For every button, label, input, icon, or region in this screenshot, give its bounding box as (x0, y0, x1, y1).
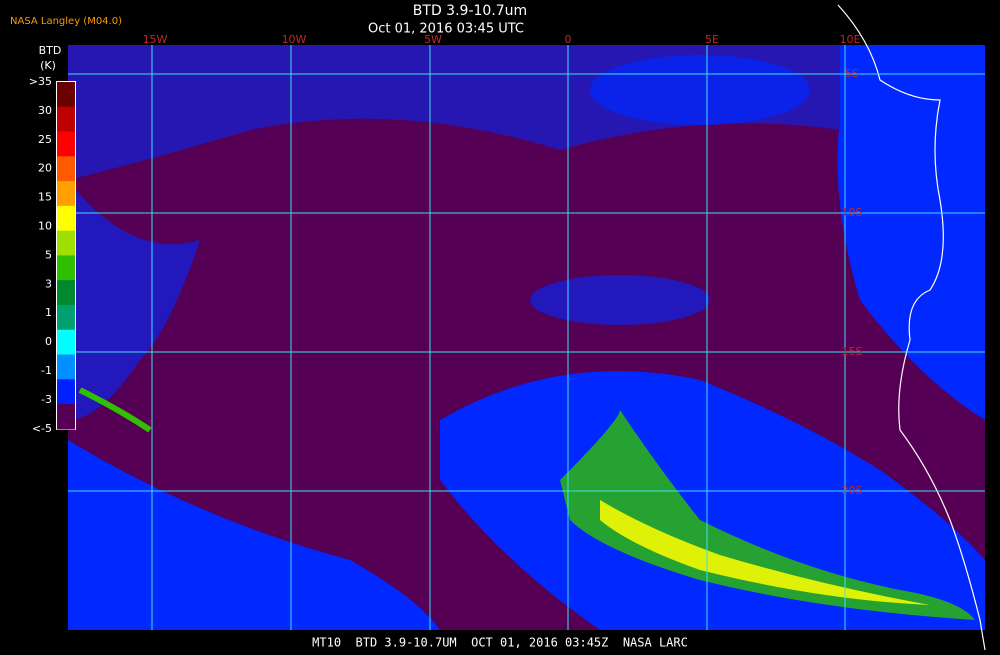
convection-band (78, 387, 152, 433)
cloud-field (68, 180, 200, 420)
latitude-label: 20S (842, 484, 863, 497)
colorbar-label: >35 (29, 75, 52, 88)
colorbar-swatch (57, 181, 75, 207)
colorbar-label: 10 (38, 220, 52, 233)
colorbar-swatch (57, 156, 75, 182)
convection-core (600, 500, 930, 605)
coastline (837, 4, 986, 651)
source-label: NASA Langley (M04.0) (10, 16, 122, 27)
colorbar-swatch (57, 131, 75, 157)
longitude-label: 10W (282, 33, 307, 46)
colorbar-title: BTD (39, 44, 62, 57)
latitude-label: 5S (845, 67, 859, 80)
cloud-field (440, 371, 985, 630)
satellite-image (68, 4, 986, 651)
colorbar-swatch (57, 379, 75, 405)
colorbar-label: 0 (45, 335, 52, 348)
cloud-field (837, 45, 985, 420)
colorbar-label: <-5 (32, 422, 52, 435)
colorbar-label: 15 (38, 191, 52, 204)
colorbar-swatch (57, 280, 75, 306)
colorbar-label: 20 (38, 162, 52, 175)
colorbar-label: -3 (41, 393, 52, 406)
colorbar-swatch (57, 404, 75, 430)
colorbar-swatch (57, 329, 75, 355)
longitude-label: 15W (143, 33, 168, 46)
convection-band (560, 410, 975, 620)
colorbar-swatch (57, 304, 75, 331)
footer: MT10 BTD 3.9-10.7UM OCT 01, 2016 03:45Z … (312, 636, 688, 650)
title: BTD 3.9-10.7um (413, 3, 527, 19)
latitude-label: 10S (842, 206, 863, 219)
latitude-label: 15S (842, 345, 863, 358)
colorbar-swatch (57, 106, 75, 133)
longitude-label: 5E (705, 33, 719, 46)
colorbar-swatch (57, 255, 75, 281)
cloud-field (530, 275, 710, 325)
colorbar-label: 3 (45, 277, 52, 290)
colorbar-swatch (57, 205, 75, 232)
colorbar-label: 5 (45, 248, 52, 261)
colorbar-label: 1 (45, 306, 52, 319)
longitude-label: 0 (565, 33, 572, 46)
longitude-label: 10E (840, 33, 861, 46)
colorbar-swatch (57, 354, 75, 380)
grid (68, 45, 985, 630)
colorbar-unit: (K) (40, 59, 56, 72)
cloud-field (68, 440, 440, 630)
colorbar-swatch (57, 82, 75, 108)
colorbar-label: 25 (38, 133, 52, 146)
colorbar-label: -1 (41, 364, 52, 377)
colorbar-label: 30 (38, 104, 52, 117)
timestamp: Oct 01, 2016 03:45 UTC (368, 22, 524, 37)
cloud-field (590, 55, 810, 125)
colorbar-swatch (57, 230, 75, 256)
longitude-label: 5W (424, 33, 442, 46)
